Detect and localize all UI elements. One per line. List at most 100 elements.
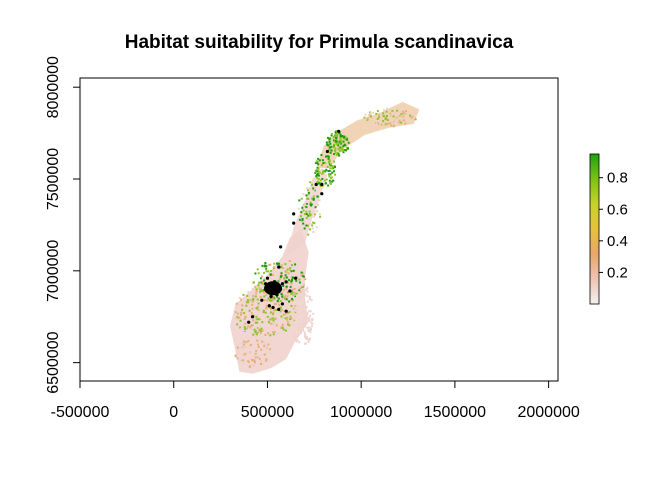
- raster-cell: [318, 182, 320, 185]
- raster-cell: [330, 145, 333, 148]
- raster-cell: [383, 111, 386, 114]
- raster-cell: [246, 294, 249, 297]
- raster-cell: [284, 312, 287, 315]
- raster-cell: [309, 201, 312, 204]
- raster-cell: [265, 267, 268, 270]
- raster-cell: [250, 317, 253, 320]
- raster-cell: [280, 308, 283, 311]
- raster-cell: [328, 140, 331, 143]
- raster-cell: [324, 179, 326, 182]
- occurrence-point: [271, 305, 275, 310]
- raster-cell: [299, 220, 302, 222]
- raster-cell: [307, 198, 310, 200]
- raster-cell: [269, 311, 272, 314]
- raster-cell: [290, 282, 293, 285]
- raster-cell: [296, 339, 299, 342]
- raster-cell: [266, 351, 269, 354]
- raster-cell: [274, 318, 277, 320]
- raster-cell: [329, 146, 331, 149]
- raster-cell: [345, 136, 348, 139]
- raster-cell: [254, 330, 257, 332]
- raster-cell: [279, 300, 282, 302]
- raster-cell: [260, 363, 262, 365]
- raster-cell: [265, 265, 268, 268]
- raster-cell: [261, 289, 264, 292]
- plot-frame: [79, 77, 559, 382]
- raster-cell: [259, 292, 262, 295]
- raster-cell: [270, 322, 273, 325]
- raster-cell: [237, 303, 240, 306]
- raster-cell: [276, 295, 278, 298]
- raster-cell: [295, 308, 298, 311]
- raster-cell: [300, 271, 303, 274]
- raster-cell: [254, 352, 257, 355]
- occurrence-point: [337, 129, 341, 133]
- raster-cell: [303, 213, 306, 216]
- raster-cell: [309, 331, 312, 333]
- raster-cell: [339, 149, 342, 152]
- raster-cell: [295, 340, 298, 343]
- raster-cell: [292, 269, 295, 272]
- raster-cell: [295, 316, 298, 318]
- raster-cell: [271, 324, 274, 327]
- raster-cell: [325, 155, 327, 158]
- raster-cell: [279, 266, 282, 269]
- raster-cell: [270, 307, 273, 310]
- raster-cell: [306, 335, 309, 338]
- suitability-raster: [230, 101, 420, 374]
- raster-cell: [410, 116, 413, 119]
- raster-cell: [375, 122, 378, 125]
- raster-cell: [271, 274, 274, 277]
- raster-cell: [325, 168, 328, 171]
- raster-cell: [287, 272, 290, 275]
- raster-cell: [263, 295, 266, 298]
- raster-cell: [322, 162, 325, 165]
- raster-cell: [285, 276, 288, 279]
- raster-cell: [308, 339, 311, 342]
- raster-cell: [272, 267, 275, 270]
- raster-cell: [256, 339, 259, 342]
- raster-cell: [369, 112, 372, 115]
- raster-cell: [285, 298, 288, 301]
- raster-cell: [308, 194, 311, 197]
- raster-cell: [270, 349, 273, 352]
- raster-cell: [236, 323, 239, 326]
- raster-cell: [299, 326, 302, 329]
- raster-cell: [296, 308, 299, 311]
- raster-cell: [310, 321, 313, 324]
- raster-cell: [328, 174, 331, 177]
- raster-cell: [343, 136, 346, 139]
- raster-cell: [302, 193, 305, 196]
- raster-cell: [243, 326, 246, 328]
- raster-cell: [319, 179, 322, 182]
- raster-cell: [282, 317, 285, 320]
- raster-cell: [404, 110, 407, 112]
- raster-cell: [305, 213, 308, 216]
- raster-cell: [331, 180, 334, 183]
- raster-cell: [247, 360, 250, 363]
- raster-cell: [278, 305, 281, 308]
- raster-cell: [260, 308, 262, 311]
- raster-cell: [248, 344, 251, 347]
- raster-cell: [255, 315, 258, 318]
- raster-cell: [296, 288, 299, 291]
- raster-cell: [284, 295, 287, 298]
- raster-cell: [328, 148, 331, 151]
- raster-cell: [307, 201, 310, 204]
- raster-cell: [413, 115, 416, 118]
- raster-cell: [305, 224, 308, 227]
- raster-cell: [301, 323, 304, 325]
- raster-cell: [303, 227, 306, 230]
- raster-cell: [340, 139, 343, 142]
- raster-cell: [337, 144, 340, 147]
- raster-cell: [250, 312, 253, 315]
- raster-cell: [258, 357, 261, 360]
- raster-cell: [364, 118, 367, 121]
- raster-cell: [242, 359, 245, 362]
- raster-cell: [302, 318, 305, 321]
- raster-cell: [402, 119, 405, 122]
- raster-cell: [300, 197, 303, 200]
- raster-cell: [252, 363, 255, 366]
- raster-cell: [294, 297, 297, 300]
- raster-cell: [290, 311, 293, 314]
